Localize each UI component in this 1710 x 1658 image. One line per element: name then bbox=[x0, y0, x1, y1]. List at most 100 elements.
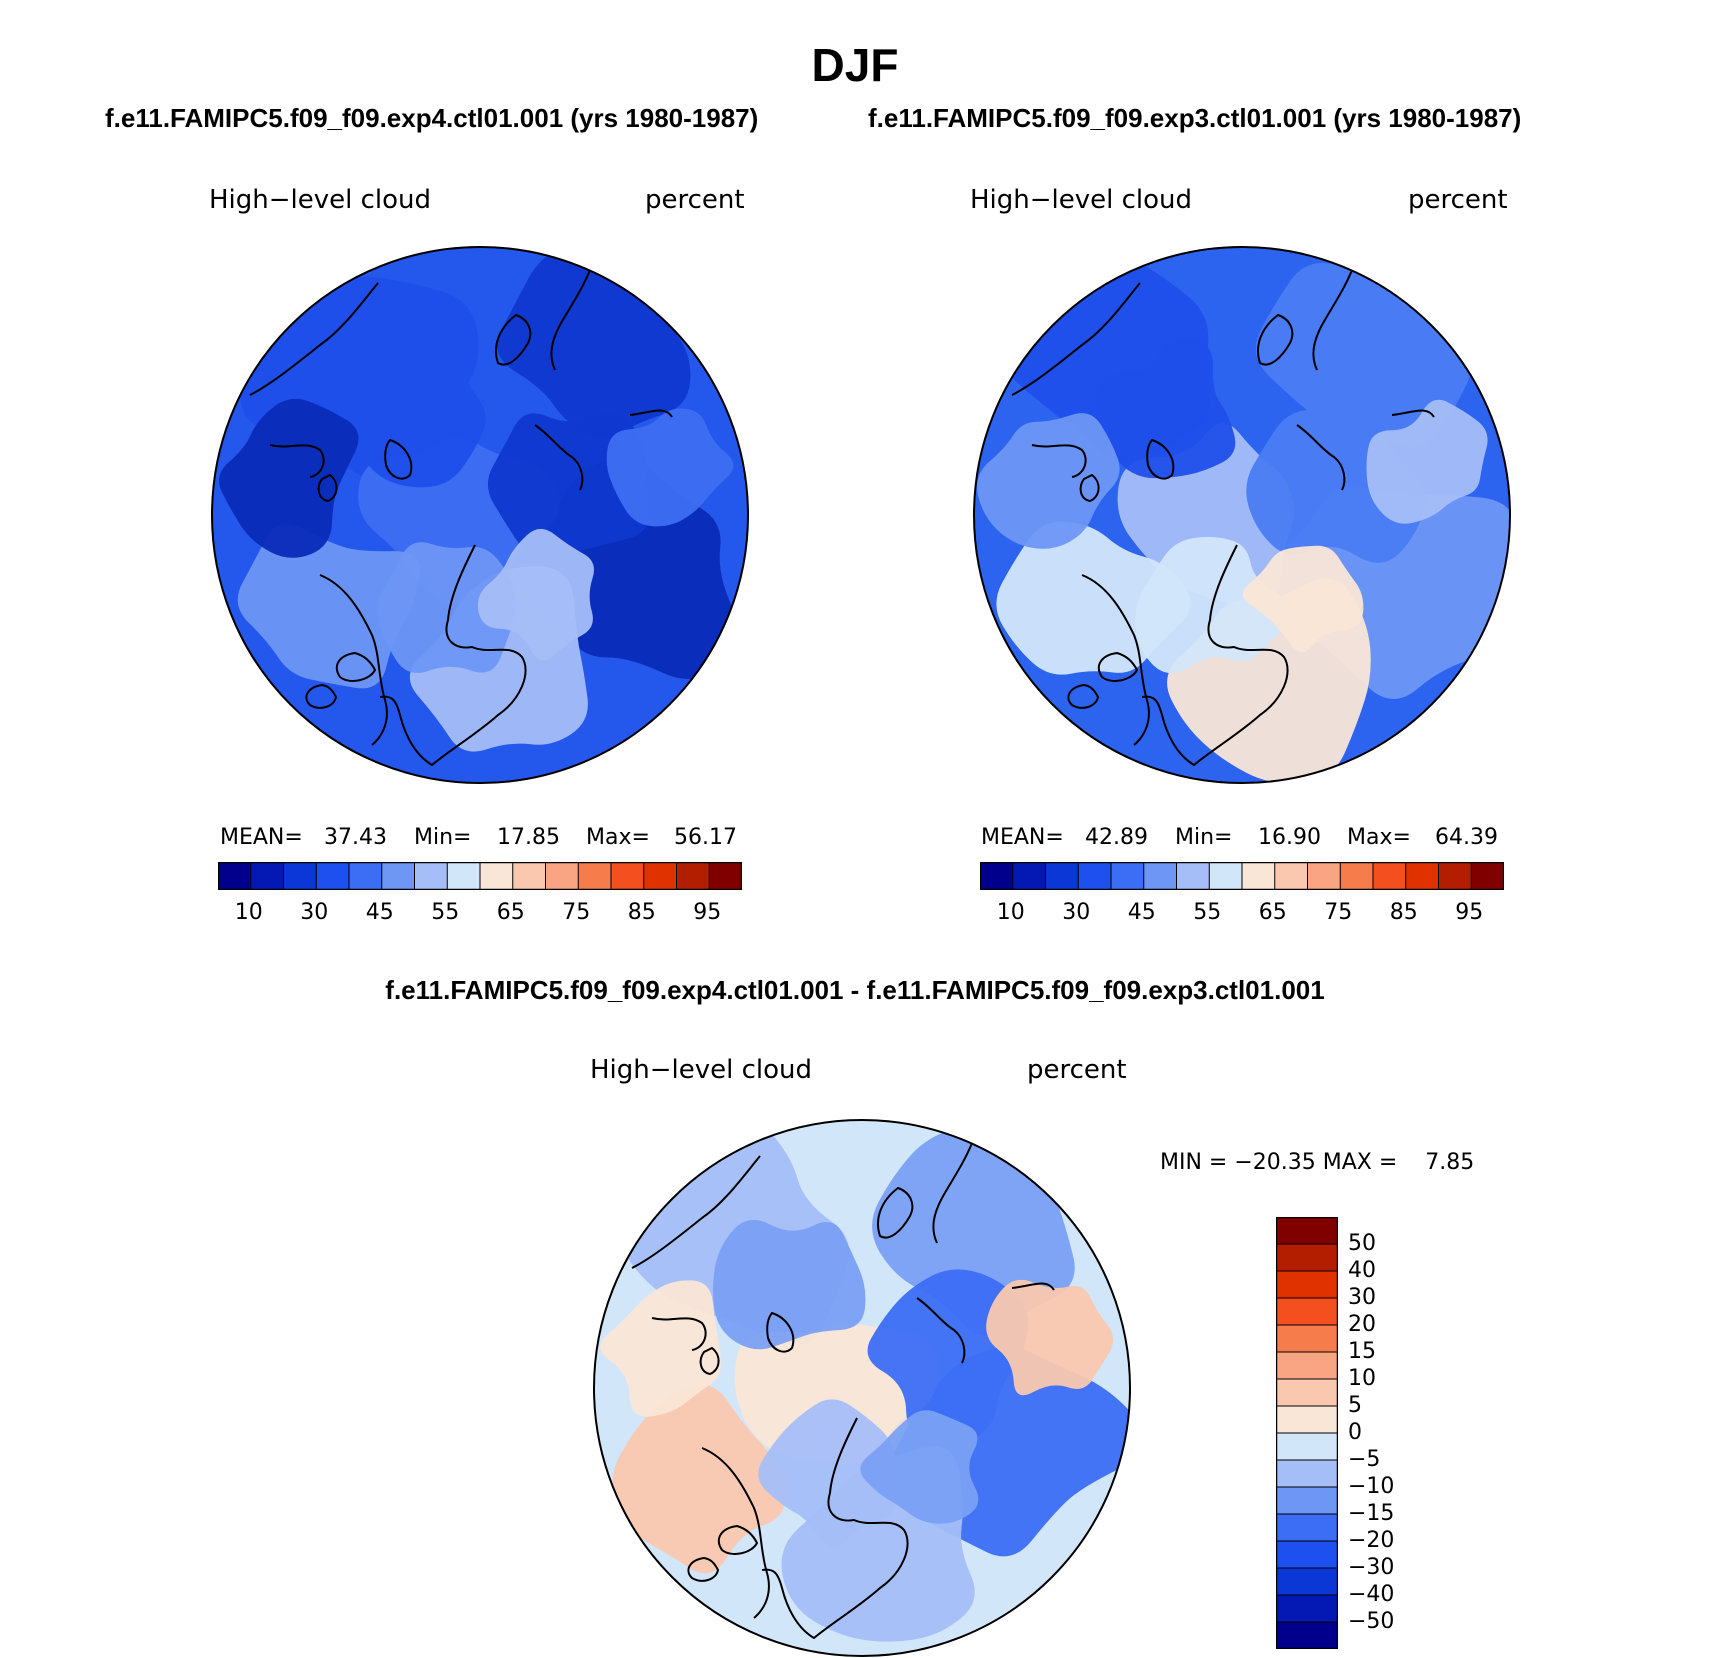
case1-colorbar bbox=[218, 862, 742, 890]
difference-colorbar-swatch bbox=[1276, 1567, 1338, 1596]
difference-colorbar-tick-label: −15 bbox=[1348, 1501, 1395, 1526]
case1-min-label: Min= bbox=[414, 825, 472, 850]
case2-colorbar-tick-label: 85 bbox=[1389, 900, 1418, 925]
case1-colorbar-swatch bbox=[577, 862, 612, 890]
difference-colorbar-swatch bbox=[1276, 1405, 1338, 1434]
case2-colorbar-swatch bbox=[1012, 862, 1047, 890]
difference-map-coastline bbox=[699, 1347, 720, 1375]
difference-colorbar-tick-label: 10 bbox=[1348, 1366, 1376, 1391]
case2-map-coastline bbox=[1011, 282, 1141, 396]
case1-map-coastline bbox=[269, 444, 325, 478]
difference-map-coastline bbox=[877, 1187, 914, 1239]
case2-map-coastline bbox=[1312, 269, 1353, 371]
case2-map-coastline bbox=[1067, 684, 1099, 709]
case2-map-coastline bbox=[1146, 439, 1175, 480]
difference-map-contour-region bbox=[758, 1399, 897, 1548]
case2-colorbar bbox=[980, 862, 1504, 890]
case1-map-contour-region bbox=[606, 408, 734, 527]
case1-colorbar-swatch bbox=[643, 862, 678, 890]
case2-colorbar-tick-label: 95 bbox=[1455, 900, 1484, 925]
case2-map-coastline bbox=[1097, 652, 1138, 682]
case1-map-coastline bbox=[335, 652, 376, 682]
difference-title: f.e11.FAMIPC5.f09_f09.exp4.ctl01.001 - f… bbox=[385, 975, 1325, 1005]
case2-colorbar-swatch bbox=[1307, 862, 1342, 890]
difference-colorbar-tick-label: 20 bbox=[1348, 1312, 1376, 1337]
difference-map-contour-region bbox=[867, 1269, 1029, 1446]
difference-colorbar-tick-label: −40 bbox=[1348, 1582, 1395, 1607]
difference-map-contour-region bbox=[600, 1280, 721, 1417]
case1-colorbar-tick-label: 30 bbox=[300, 900, 329, 925]
difference-colorbar-swatch bbox=[1276, 1432, 1338, 1461]
difference-colorbar bbox=[1276, 1217, 1338, 1649]
case2-colorbar-tick-label: 65 bbox=[1258, 900, 1287, 925]
case2-mean-label: MEAN= bbox=[981, 825, 1064, 850]
case2-min-value: 16.90 bbox=[1258, 825, 1321, 850]
case1-polar-map bbox=[211, 246, 749, 784]
difference-colorbar-swatch bbox=[1276, 1540, 1338, 1569]
difference-map-coastline bbox=[631, 1155, 761, 1269]
case2-colorbar-swatch bbox=[1438, 862, 1473, 890]
difference-map-coastline bbox=[916, 1297, 966, 1364]
difference-colorbar-swatch bbox=[1276, 1486, 1338, 1515]
difference-map-coastline bbox=[717, 1525, 758, 1555]
case2-colorbar-swatch bbox=[1077, 862, 1112, 890]
case1-colorbar-swatch bbox=[708, 862, 742, 890]
case1-colorbar-swatch bbox=[610, 862, 645, 890]
case2-colorbar-tick-label: 75 bbox=[1324, 900, 1353, 925]
difference-map-coastline bbox=[651, 1317, 707, 1351]
difference-colorbar-tick-label: 50 bbox=[1348, 1231, 1376, 1256]
case2-map-contour-region bbox=[1366, 399, 1488, 524]
difference-map-coastline bbox=[932, 1142, 973, 1244]
case2-variable-label: High−level cloud bbox=[970, 185, 1193, 215]
case1-map-coastline bbox=[317, 474, 338, 502]
case2-colorbar-tick-label: 10 bbox=[996, 900, 1025, 925]
case1-colorbar-swatch bbox=[348, 862, 383, 890]
case2-colorbar-tick-label: 55 bbox=[1193, 900, 1222, 925]
difference-map-coastline bbox=[766, 1312, 795, 1353]
difference-colorbar-swatch bbox=[1276, 1513, 1338, 1542]
difference-map-contour-region bbox=[986, 1279, 1114, 1396]
case1-colorbar-tick-label: 75 bbox=[562, 900, 591, 925]
case2-map-coastline bbox=[1257, 314, 1294, 366]
case1-colorbar-swatch bbox=[512, 862, 547, 890]
case1-map-contour-region bbox=[335, 346, 486, 488]
case1-map-coastline bbox=[534, 424, 584, 491]
diff-variable-label: High−level cloud bbox=[590, 1055, 813, 1085]
case1-colorbar-swatch bbox=[381, 862, 416, 890]
case1-map-coastline bbox=[550, 269, 591, 371]
difference-colorbar-tick-label: 30 bbox=[1348, 1285, 1376, 1310]
case1-mean-label: MEAN= bbox=[220, 825, 303, 850]
difference-colorbar-swatch bbox=[1276, 1459, 1338, 1488]
difference-colorbar-swatch bbox=[1276, 1270, 1338, 1299]
case2-map-coastline bbox=[1296, 424, 1346, 491]
case2-map-contour-region bbox=[1242, 545, 1364, 653]
difference-colorbar-tick-label: 15 bbox=[1348, 1339, 1376, 1364]
case2-colorbar-swatch bbox=[1274, 862, 1309, 890]
case2-map-coastlines bbox=[1011, 269, 1435, 766]
diff-min-max: MIN = −20.35 MAX = 7.85 bbox=[1160, 1150, 1475, 1175]
difference-map-coastlines bbox=[631, 1142, 1055, 1639]
difference-colorbar-tick-label: −20 bbox=[1348, 1528, 1395, 1553]
difference-map-coastline bbox=[687, 1557, 719, 1582]
case2-colorbar-swatch bbox=[1110, 862, 1145, 890]
difference-map-coastline bbox=[1011, 1282, 1055, 1291]
case1-map-contour-region bbox=[237, 524, 421, 689]
case2-max-label: Max= bbox=[1347, 825, 1411, 850]
case1-map-coastline bbox=[379, 544, 527, 766]
case1-mean-value: 37.43 bbox=[324, 825, 387, 850]
case2-units-label: percent bbox=[1408, 185, 1508, 215]
case2-map-coastline bbox=[1079, 474, 1100, 502]
case1-colorbar-tick-label: 55 bbox=[431, 900, 460, 925]
difference-colorbar-tick-label: 0 bbox=[1348, 1420, 1362, 1445]
case2-title: f.e11.FAMIPC5.f09_f09.exp3.ctl01.001 (yr… bbox=[868, 103, 1522, 133]
case2-colorbar-swatch bbox=[980, 862, 1014, 890]
case2-colorbar-tick-label: 45 bbox=[1127, 900, 1156, 925]
case2-max-value: 64.39 bbox=[1435, 825, 1498, 850]
case2-colorbar-swatch bbox=[1372, 862, 1407, 890]
case1-map-coastline bbox=[384, 439, 413, 480]
case1-colorbar-swatch bbox=[283, 862, 318, 890]
case2-map-coastline bbox=[1031, 444, 1087, 478]
difference-map-contour-region bbox=[860, 1410, 979, 1524]
case1-colorbar-swatch bbox=[545, 862, 580, 890]
difference-map-contour-region bbox=[712, 1219, 866, 1350]
